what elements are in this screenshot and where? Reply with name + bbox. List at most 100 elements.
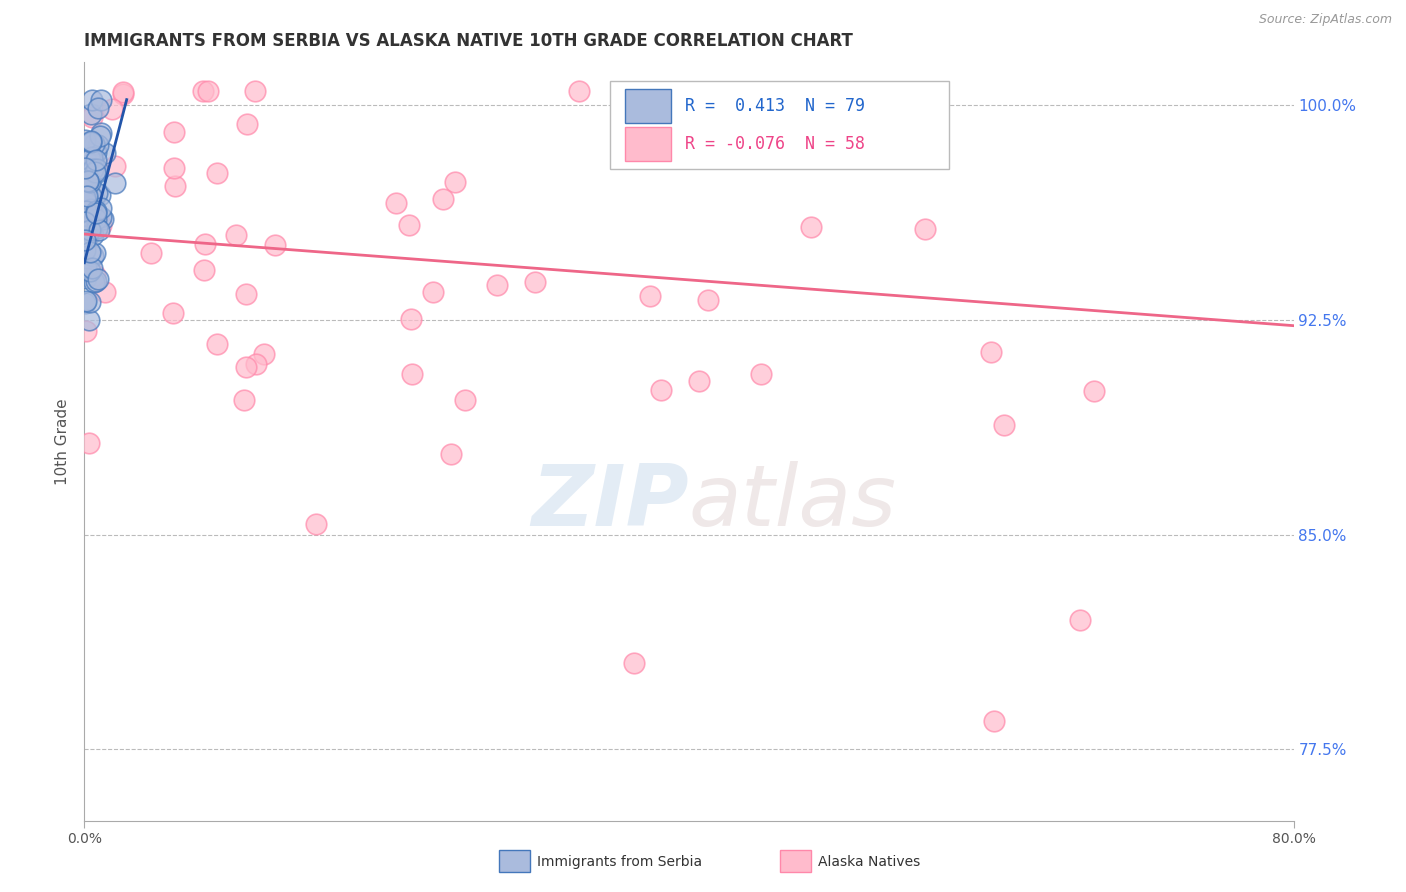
Point — [75, 293, 97, 308]
Point — [87, 138, 110, 153]
Point — [94, 146, 117, 161]
Point — [232, 392, 254, 407]
Point — [385, 195, 408, 210]
Text: Source: ZipAtlas.com: Source: ZipAtlas.com — [1258, 13, 1392, 27]
Point — [75, 229, 97, 244]
Point — [79, 135, 101, 149]
Point — [82, 261, 104, 276]
Point — [77, 436, 100, 450]
Point — [207, 337, 229, 351]
FancyBboxPatch shape — [624, 127, 671, 161]
Point — [162, 306, 184, 320]
Point — [79, 295, 101, 310]
Point — [77, 198, 100, 212]
Point — [75, 324, 97, 338]
Point — [82, 211, 104, 226]
Point — [104, 159, 127, 173]
Point — [86, 221, 108, 235]
Point — [82, 204, 104, 219]
Point — [84, 206, 107, 220]
Point — [84, 145, 107, 160]
Point — [83, 245, 105, 260]
FancyBboxPatch shape — [610, 81, 949, 169]
Point — [800, 220, 823, 235]
Point — [84, 166, 107, 180]
Point — [89, 128, 111, 143]
Point — [253, 347, 276, 361]
Text: IMMIGRANTS FROM SERBIA VS ALASKA NATIVE 10TH GRADE CORRELATION CHART: IMMIGRANTS FROM SERBIA VS ALASKA NATIVE … — [84, 32, 853, 50]
Point — [80, 225, 103, 239]
Point — [225, 228, 247, 243]
Point — [205, 165, 228, 179]
Point — [77, 194, 100, 209]
Point — [75, 260, 97, 275]
Point — [89, 187, 111, 202]
Point — [193, 263, 215, 277]
Point — [75, 190, 97, 204]
Point — [80, 134, 103, 148]
Point — [197, 84, 219, 98]
Point — [422, 285, 444, 299]
Point — [83, 275, 105, 289]
Point — [264, 237, 287, 252]
Point — [486, 277, 509, 292]
Point — [454, 392, 477, 407]
Point — [75, 203, 97, 218]
Point — [75, 214, 97, 228]
Point — [82, 203, 104, 218]
Point — [76, 271, 98, 285]
Point — [236, 117, 259, 131]
Point — [194, 237, 217, 252]
Point — [90, 127, 112, 141]
Point — [139, 246, 162, 260]
Point — [650, 383, 672, 397]
Point — [84, 153, 107, 167]
Point — [1069, 613, 1091, 627]
Point — [163, 161, 186, 175]
Point — [1083, 384, 1105, 398]
Point — [90, 93, 112, 107]
Point — [82, 150, 104, 164]
Point — [83, 268, 105, 282]
Point — [73, 133, 96, 147]
Point — [980, 345, 1002, 359]
Point — [87, 101, 110, 115]
Point — [640, 289, 662, 303]
Point — [79, 263, 101, 277]
Point — [101, 102, 124, 116]
Point — [983, 714, 1005, 728]
Point — [87, 271, 110, 285]
Point — [91, 212, 114, 227]
Point — [77, 313, 100, 327]
Point — [235, 287, 257, 301]
Point — [432, 192, 454, 206]
Point — [83, 136, 105, 151]
Text: atlas: atlas — [689, 460, 897, 544]
Point — [914, 221, 936, 235]
Point — [523, 275, 546, 289]
Point — [76, 202, 98, 217]
Point — [111, 85, 134, 99]
Text: ZIP: ZIP — [531, 460, 689, 544]
Point — [993, 417, 1015, 432]
Point — [77, 171, 100, 186]
Point — [696, 293, 718, 307]
Point — [440, 447, 463, 461]
Point — [79, 152, 101, 166]
Point — [82, 199, 104, 213]
Point — [87, 223, 110, 237]
Text: Immigrants from Serbia: Immigrants from Serbia — [537, 855, 702, 869]
Point — [75, 169, 97, 184]
Point — [82, 162, 104, 177]
Point — [76, 174, 98, 188]
Point — [80, 189, 103, 203]
Point — [75, 195, 97, 210]
Point — [79, 223, 101, 237]
Point — [245, 357, 267, 371]
Point — [77, 174, 100, 188]
Point — [79, 175, 101, 189]
Point — [688, 374, 710, 388]
Point — [76, 179, 98, 194]
Point — [163, 124, 186, 138]
Point — [79, 245, 101, 260]
